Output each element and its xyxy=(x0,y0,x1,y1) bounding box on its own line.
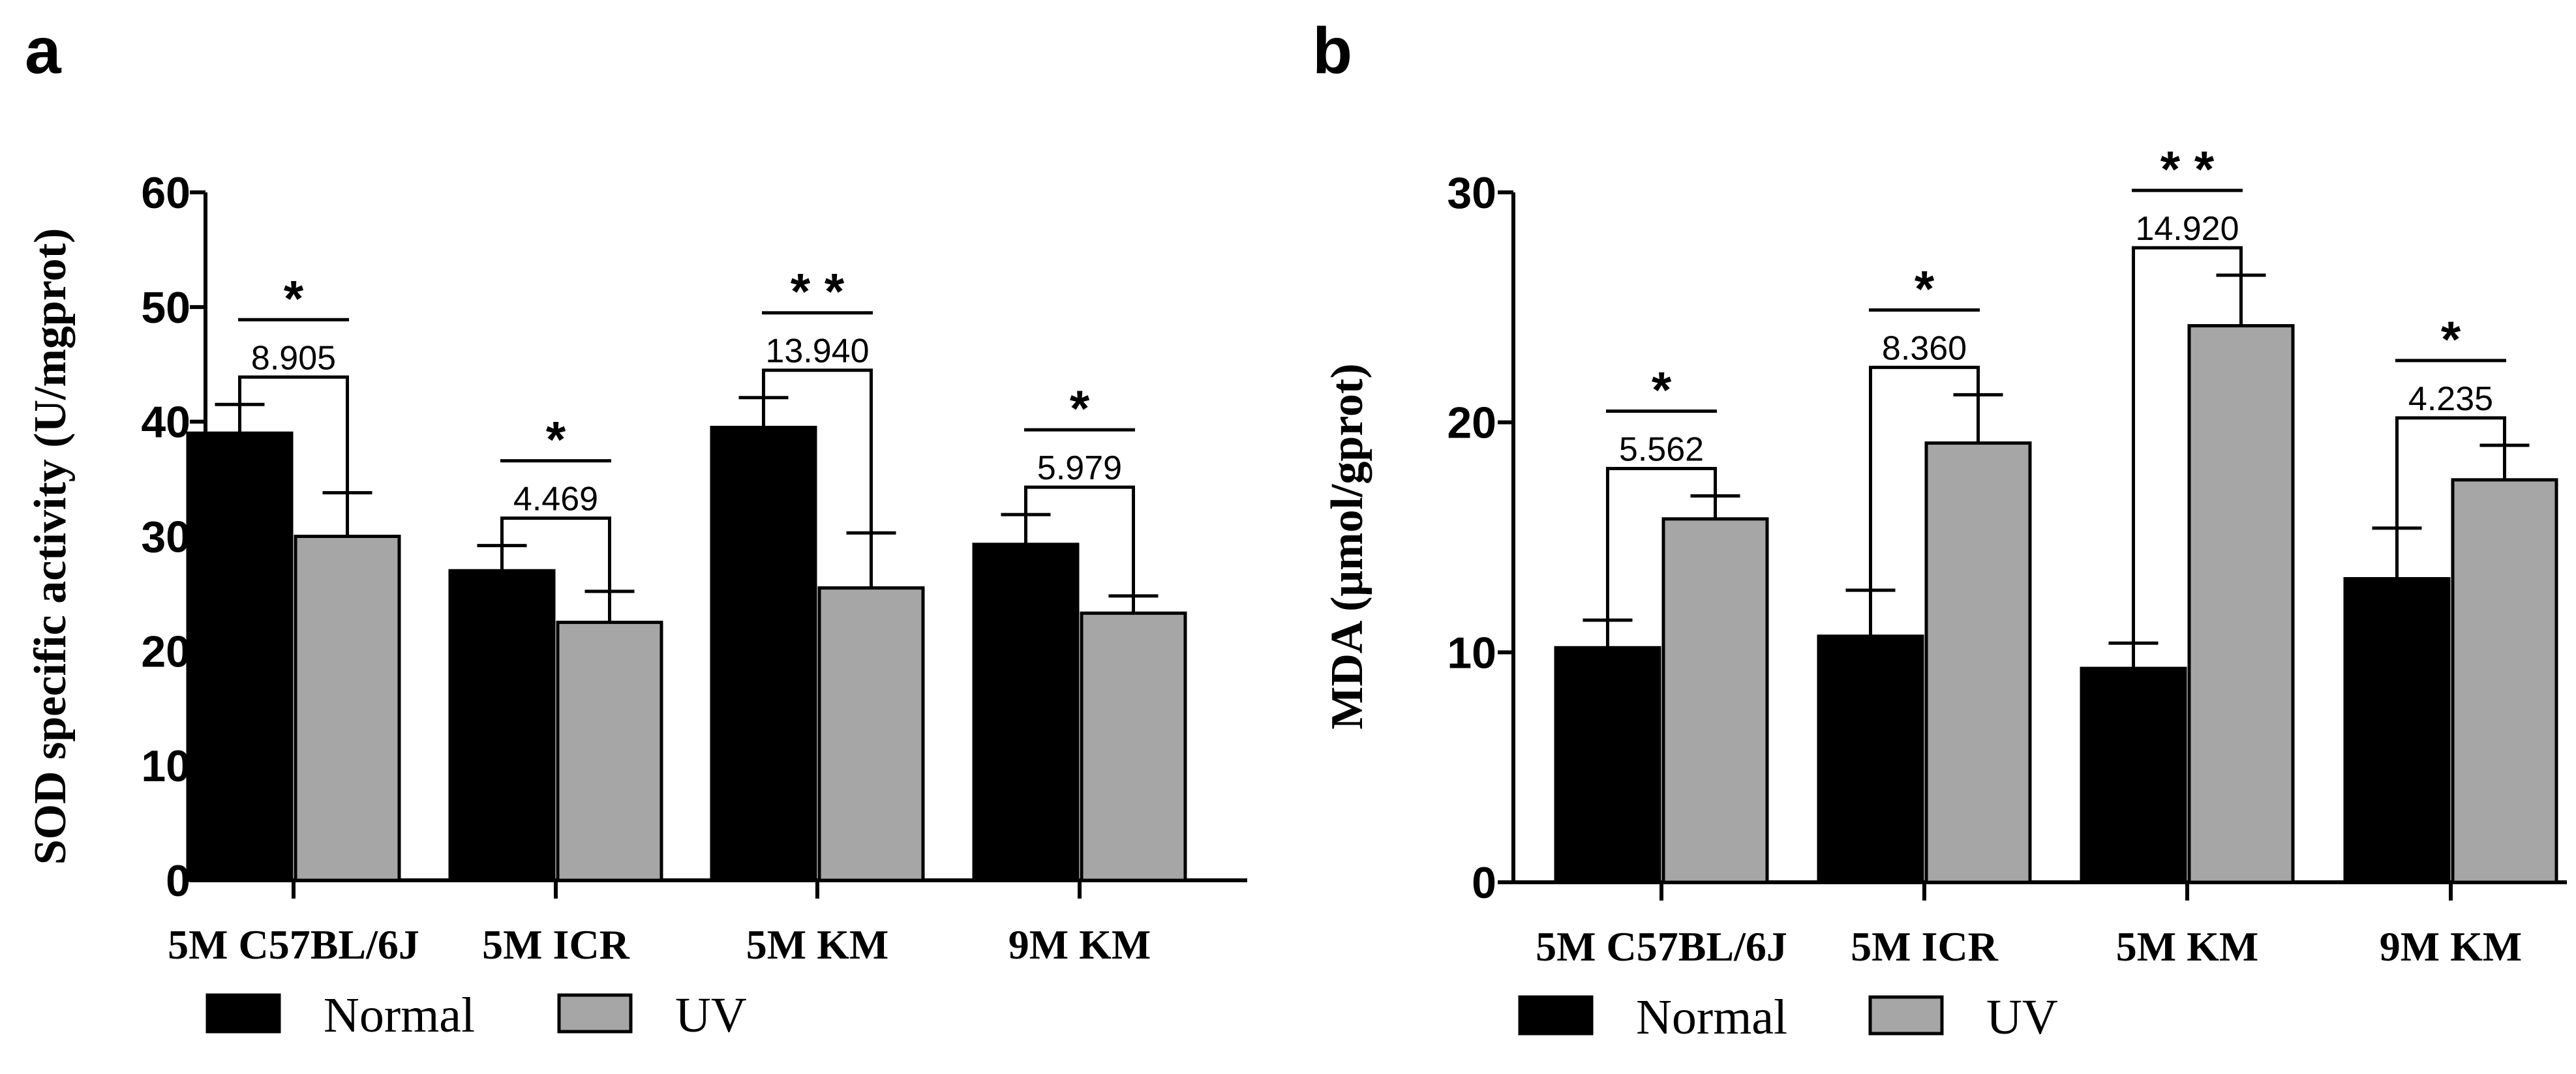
y-tick-label: 60 xyxy=(141,168,190,218)
bar-uv xyxy=(1661,517,1769,884)
significance-bracket xyxy=(762,368,873,586)
significance-stars: * xyxy=(284,269,304,327)
significance-bracket xyxy=(2132,246,2243,666)
y-axis-title: MDA (μmol/gprot) xyxy=(1322,363,1372,729)
legend-swatch-normal xyxy=(1518,995,1594,1036)
p-value-label: 13.940 xyxy=(765,333,869,370)
significance-bracket xyxy=(1606,467,1717,646)
y-tick-label: 10 xyxy=(141,741,190,791)
p-value-label: 5.562 xyxy=(1619,431,1704,469)
bar-normal xyxy=(972,543,1080,882)
p-value-label: 8.360 xyxy=(1882,329,1967,367)
x-tick-label: 5M ICR xyxy=(1851,923,1999,970)
legend-swatch-uv xyxy=(1868,995,1944,1036)
significance-stars: * * xyxy=(2160,140,2215,198)
x-tick-label: 5M C57BL/6J xyxy=(1536,923,1787,970)
bar-uv xyxy=(817,586,925,882)
x-tick-label: 5M C57BL/6J xyxy=(168,921,419,968)
p-value-label: 5.979 xyxy=(1037,449,1122,487)
significance-bracket xyxy=(1869,365,1980,634)
bar-normal xyxy=(448,569,556,882)
y-axis-title: SOD specific activity (U/mgprot) xyxy=(25,228,76,865)
significance-stars: * xyxy=(1652,361,1672,419)
bar-normal xyxy=(186,431,294,882)
y-tick-label: 20 xyxy=(1447,398,1496,448)
significance-bracket xyxy=(500,516,611,620)
significance-bracket xyxy=(1024,485,1135,611)
legend-label-normal: Normal xyxy=(1636,990,1787,1045)
bar-uv xyxy=(2187,324,2295,884)
x-tick-label: 5M KM xyxy=(746,921,889,968)
panel-letter-a: a xyxy=(25,14,62,87)
bar-uv xyxy=(2451,478,2558,884)
legend-label-normal: Normal xyxy=(324,988,475,1043)
legend-swatch-uv xyxy=(557,993,633,1034)
legend-swatch-normal xyxy=(205,993,281,1034)
legend-label-uv: UV xyxy=(1986,990,2058,1045)
y-tick-label: 30 xyxy=(1447,168,1496,218)
panel-a: a SOD specific activity (U/mgprot)010203… xyxy=(25,14,1247,1043)
bar-uv xyxy=(1080,611,1187,882)
significance-stars: * * xyxy=(791,263,845,320)
p-value-label: 8.905 xyxy=(251,339,336,377)
x-tick-label: 9M KM xyxy=(2380,923,2523,970)
y-tick-label: 40 xyxy=(141,398,190,447)
y-tick-label: 50 xyxy=(141,283,190,333)
bar-uv xyxy=(556,620,663,882)
panel-letter-b: b xyxy=(1312,14,1352,87)
legend-label-uv: UV xyxy=(675,988,747,1043)
significance-bracket xyxy=(238,375,349,534)
significance-stars: * xyxy=(1070,380,1090,437)
significance-stars: * xyxy=(2441,310,2461,368)
y-tick-label: 0 xyxy=(1472,858,1496,908)
y-tick-label: 20 xyxy=(141,627,190,676)
significance-bracket xyxy=(2395,416,2506,576)
significance-stars: * xyxy=(546,411,566,468)
bar-normal xyxy=(1817,634,1924,884)
panel-b: b MDA (μmol/gprot) 0 10 20 30 5M C57BL/6J 5.56… xyxy=(1312,14,2567,1045)
p-value-label: 14.920 xyxy=(2135,210,2239,248)
x-tick-label: 9M KM xyxy=(1008,921,1151,968)
x-tick-label: 5M ICR xyxy=(482,921,630,968)
bar-normal xyxy=(2343,576,2451,884)
bar-uv xyxy=(294,535,401,882)
bar-normal xyxy=(1554,646,1661,884)
bar-normal xyxy=(2080,666,2187,884)
p-value-label: 4.235 xyxy=(2408,380,2493,418)
x-tick-label: 5M KM xyxy=(2116,923,2259,970)
bar-normal xyxy=(710,425,817,882)
p-value-label: 4.469 xyxy=(513,481,598,518)
bar-uv xyxy=(1924,441,2032,884)
significance-stars: * xyxy=(1915,260,1935,317)
y-tick-label: 10 xyxy=(1447,628,1496,678)
y-tick-label: 30 xyxy=(141,513,190,562)
